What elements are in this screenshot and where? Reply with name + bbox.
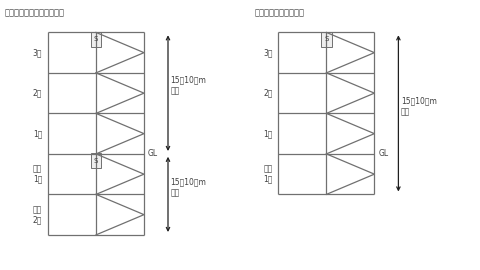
Text: 以下: 以下: [401, 107, 410, 117]
Bar: [91, 153, 101, 168]
Bar: [91, 32, 101, 46]
Text: S: S: [94, 158, 98, 164]
Text: 以下: 以下: [170, 86, 180, 95]
Text: 15（10）m: 15（10）m: [170, 75, 206, 84]
Text: GL: GL: [148, 149, 158, 158]
Text: 3階: 3階: [263, 48, 273, 57]
Text: 地下
1階: 地下 1階: [263, 164, 273, 184]
Text: 1階: 1階: [263, 129, 273, 138]
Text: 2階: 2階: [33, 89, 42, 98]
Text: 15（10）m: 15（10）m: [170, 178, 206, 187]
Text: S: S: [94, 36, 98, 42]
Text: 2階: 2階: [263, 89, 273, 98]
Text: 以下: 以下: [170, 188, 180, 198]
Text: 地階の階数が２以上の場合: 地階の階数が２以上の場合: [5, 8, 65, 17]
Text: 地下
1階: 地下 1階: [33, 164, 42, 184]
Text: 1階: 1階: [33, 129, 42, 138]
Text: 地階の階数が１の場合: 地階の階数が１の場合: [254, 8, 304, 17]
Text: 地下
2階: 地下 2階: [33, 205, 42, 224]
Text: S: S: [324, 36, 329, 42]
Text: GL: GL: [378, 149, 388, 158]
Bar: [321, 32, 332, 46]
Text: 15（10）m: 15（10）m: [401, 97, 437, 106]
Text: 3階: 3階: [33, 48, 42, 57]
